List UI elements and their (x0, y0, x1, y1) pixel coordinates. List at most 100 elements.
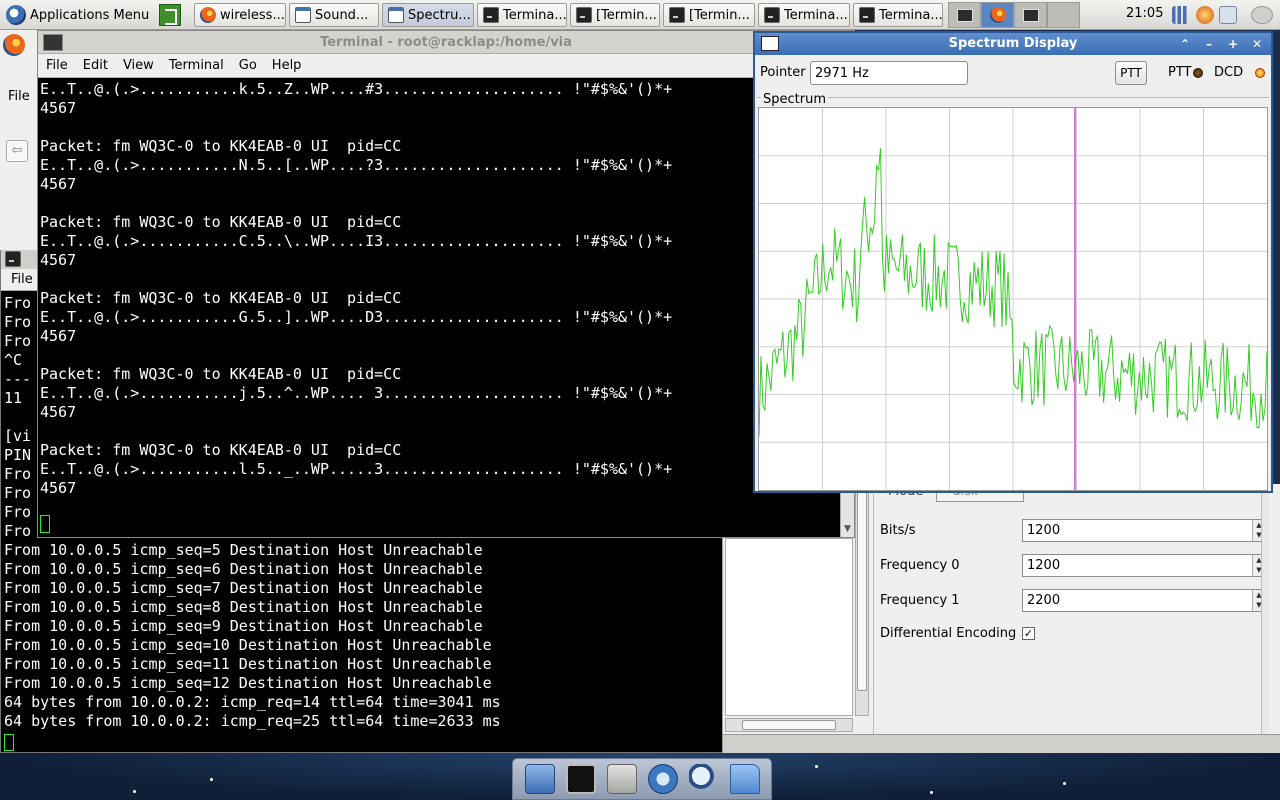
terminal-icon (764, 7, 780, 23)
shade-icon[interactable]: ⌃ (1179, 37, 1191, 51)
task-spectrum[interactable]: Spectru... (382, 3, 474, 27)
workspace-4[interactable] (1047, 2, 1080, 28)
tree-horizontal-scrollbar[interactable] (725, 718, 853, 732)
spectrum-titlebar[interactable]: Spectrum Display ⌃ – + ✕ (755, 33, 1271, 55)
applications-menu-button[interactable]: Applications Menu (2, 3, 153, 27)
menu-file[interactable]: File (46, 58, 68, 73)
menu-go[interactable]: Go (238, 58, 257, 73)
top-panel: Applications Menu wireless... Sound... S… (0, 0, 1280, 30)
pointer-frequency-field[interactable] (810, 61, 968, 85)
task-terminal-5[interactable]: Termina... (853, 3, 943, 27)
scroll-thumb[interactable] (742, 720, 836, 730)
menu-terminal[interactable]: Terminal (168, 58, 224, 73)
terminal-output[interactable]: E..T..@.(.>...........k.5..Z..WP....#3..… (40, 80, 840, 536)
ptt-button[interactable]: PTT (1115, 61, 1147, 85)
terminal-line (40, 118, 840, 137)
power-button-icon[interactable] (1251, 6, 1273, 24)
task-sound[interactable]: Sound... (289, 3, 379, 27)
frequency0-label: Frequency 0 (880, 557, 960, 573)
task-wireless[interactable]: wireless... (194, 3, 286, 27)
window-icon (295, 7, 311, 23)
scroll-down-arrow-icon[interactable]: ▼ (844, 524, 851, 534)
soundmodem-config-window: Mode afsk Bits/s 1200 ▲▼ Frequency 0 120… (722, 484, 1280, 754)
device-tree-pane[interactable] (725, 538, 853, 716)
ptt-led-icon (1193, 68, 1203, 78)
window-menu-icon[interactable] (761, 36, 779, 51)
menu-file[interactable]: File (11, 272, 33, 287)
tree-vertical-scrollbar[interactable] (855, 484, 869, 716)
spectrum-plot[interactable] (758, 107, 1268, 491)
menu-help[interactable]: Help (271, 58, 302, 73)
task-label: Termina... (784, 7, 848, 23)
task-label: [Termin... (689, 7, 750, 23)
task-label: wireless... (220, 7, 285, 23)
workspace-2[interactable] (981, 2, 1014, 28)
terminal-window: Terminal - root@racklap:/home/via File E… (37, 30, 855, 538)
terminal-line: From 10.0.0.5 icmp_seq=6 Destination Hos… (4, 560, 483, 578)
file-cabinet-icon[interactable] (606, 764, 637, 794)
maximize-icon[interactable]: + (1227, 37, 1239, 51)
workspace-thumbnail-icon (1022, 8, 1039, 22)
task-terminal-4[interactable]: Termina... (758, 3, 850, 27)
task-terminal-2[interactable]: [Termin... (570, 3, 660, 27)
terminal-line: 64 bytes from 10.0.0.2: icmp_req=25 ttl=… (4, 712, 501, 730)
search-icon[interactable] (688, 764, 719, 794)
terminal-icon (5, 251, 21, 267)
form-scrollbar[interactable] (1261, 484, 1269, 734)
terminal-line: Fro (4, 465, 32, 483)
terminal-icon (859, 7, 875, 23)
network-signal-icon[interactable] (1172, 6, 1190, 24)
terminal-line (40, 270, 840, 289)
close-icon[interactable]: ✕ (1251, 37, 1263, 51)
home-folder-icon[interactable] (524, 764, 555, 794)
terminal-line: Packet: fm WQ3C-0 to KK4EAB-0 UI pid=CC (40, 365, 402, 383)
workspace-1[interactable] (948, 2, 981, 28)
update-notifier-icon[interactable] (1196, 6, 1214, 24)
terminal-icon[interactable] (43, 34, 63, 51)
firefox-icon[interactable] (3, 34, 25, 56)
web-browser-icon[interactable] (647, 764, 678, 794)
bottom-dock (512, 758, 772, 800)
task-terminal-1[interactable]: Termina... (477, 3, 567, 27)
terminal-line: Fro (4, 294, 32, 312)
terminal-line: 11 (4, 389, 23, 407)
menu-view[interactable]: View (122, 58, 154, 73)
terminal-line: Fro (4, 313, 32, 331)
terminal-line: 4567 (40, 479, 77, 497)
differential-checkbox[interactable]: ✓ (1022, 626, 1035, 640)
panel-clock[interactable]: 21:05 (1126, 6, 1164, 21)
menu-edit[interactable]: Edit (82, 58, 108, 73)
task-terminal-3[interactable]: [Termin... (663, 3, 755, 27)
bits-spinbox[interactable]: 1200 ▲ ▼ (1022, 518, 1266, 542)
workspace-switcher (948, 2, 1080, 28)
power-manager-icon[interactable] (1219, 6, 1237, 24)
differential-label: Differential Encoding (880, 625, 1017, 641)
terminal-cursor (4, 734, 14, 751)
minimize-icon[interactable]: – (1206, 37, 1212, 51)
terminal-line: 64 bytes from 10.0.0.2: icmp_req=14 ttl=… (4, 693, 501, 711)
terminal-line: 4567 (40, 403, 77, 421)
terminal-cursor (40, 515, 50, 533)
terminal-title: Terminal - root@racklap:/home/via (320, 35, 572, 50)
frequency0-spinbox[interactable]: 1200 ▲ ▼ (1022, 553, 1266, 577)
star-decoration (1063, 782, 1066, 785)
ping-terminal-output[interactable]: Fro Fro Fro ^C --- 11 [vi PIN Fro Fro Fro Fro From … (4, 294, 501, 731)
menu-file[interactable]: File (8, 89, 30, 104)
launcher-icon[interactable] (159, 4, 181, 26)
spectrum-frame-label: Spectrum (761, 92, 828, 107)
terminal-icon[interactable] (565, 764, 596, 794)
workspace-3[interactable] (1014, 2, 1047, 28)
frequency1-row: Frequency 1 2200 ▲ ▼ (880, 588, 1270, 612)
terminal-line: E..T..@.(.>...........j.5..^..WP.... 3..… (40, 384, 673, 402)
terminal-titlebar[interactable]: Terminal - root@racklap:/home/via (38, 31, 854, 54)
terminal-menubar: File Edit View Terminal Go Help (38, 54, 854, 78)
frequency1-spinbox[interactable]: 2200 ▲ ▼ (1022, 588, 1266, 612)
spectrum-title: Spectrum Display (948, 36, 1078, 51)
terminal-line: From 10.0.0.5 icmp_seq=9 Destination Hos… (4, 617, 483, 635)
scroll-thumb[interactable] (857, 491, 867, 691)
terminal-line: From 10.0.0.5 icmp_seq=10 Destination Ho… (4, 636, 492, 654)
folder-icon[interactable] (729, 764, 760, 794)
back-arrow-icon[interactable]: ⇦ (6, 140, 28, 162)
terminal-line: E..T..@.(.>...........C.5..\..WP....I3..… (40, 232, 673, 250)
applications-menu-label: Applications Menu (30, 7, 150, 23)
